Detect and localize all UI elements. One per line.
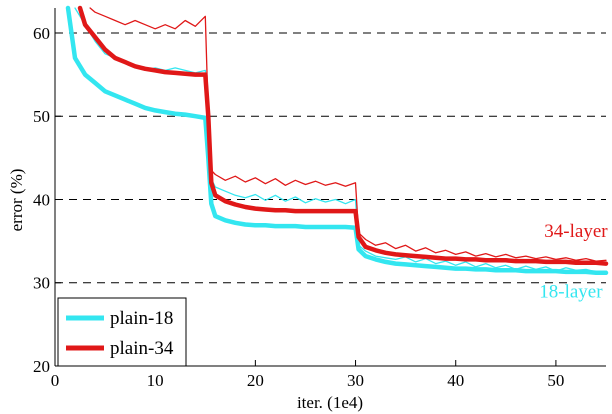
- y-tick-label-50: 50: [33, 107, 50, 126]
- y-tick-label-40: 40: [33, 190, 50, 209]
- annotation-18-layer: 18-layer: [539, 282, 603, 303]
- series-line-plain-18-thin: [74, 7, 607, 273]
- series-line-plain-18-thick: [65, 5, 609, 276]
- annotation-34-layer: 34-layer: [544, 221, 608, 242]
- x-tick-label-10: 10: [147, 371, 164, 390]
- y-axis-label: error (%): [7, 169, 26, 232]
- x-tick-label-0: 0: [51, 371, 60, 390]
- y-tick-label-30: 30: [33, 274, 50, 293]
- tick-labels: 0 10 20 30 40 50 20 30 40 50 60: [33, 24, 564, 390]
- x-tick-label-20: 20: [247, 371, 264, 390]
- x-tick-label-40: 40: [447, 371, 464, 390]
- series-line-plain-34-thin: [89, 7, 607, 262]
- x-tick-label-30: 30: [347, 371, 364, 390]
- series-line-plain-34-thick: [77, 5, 609, 266]
- legend: plain-18 plain-34: [57, 297, 187, 367]
- legend-box: [57, 297, 187, 367]
- y-tick-label-60: 60: [33, 24, 50, 43]
- y-tick-label-20: 20: [33, 357, 50, 376]
- legend-label-plain-34: plain-34: [110, 338, 174, 359]
- x-tick-label-50: 50: [547, 371, 564, 390]
- x-axis-label: iter. (1e4): [297, 393, 363, 412]
- legend-label-plain-18: plain-18: [110, 308, 173, 329]
- annotations: 34-layer 18-layer: [539, 221, 608, 303]
- plot-lines: [65, 5, 609, 276]
- grid-lines: [55, 32, 606, 284]
